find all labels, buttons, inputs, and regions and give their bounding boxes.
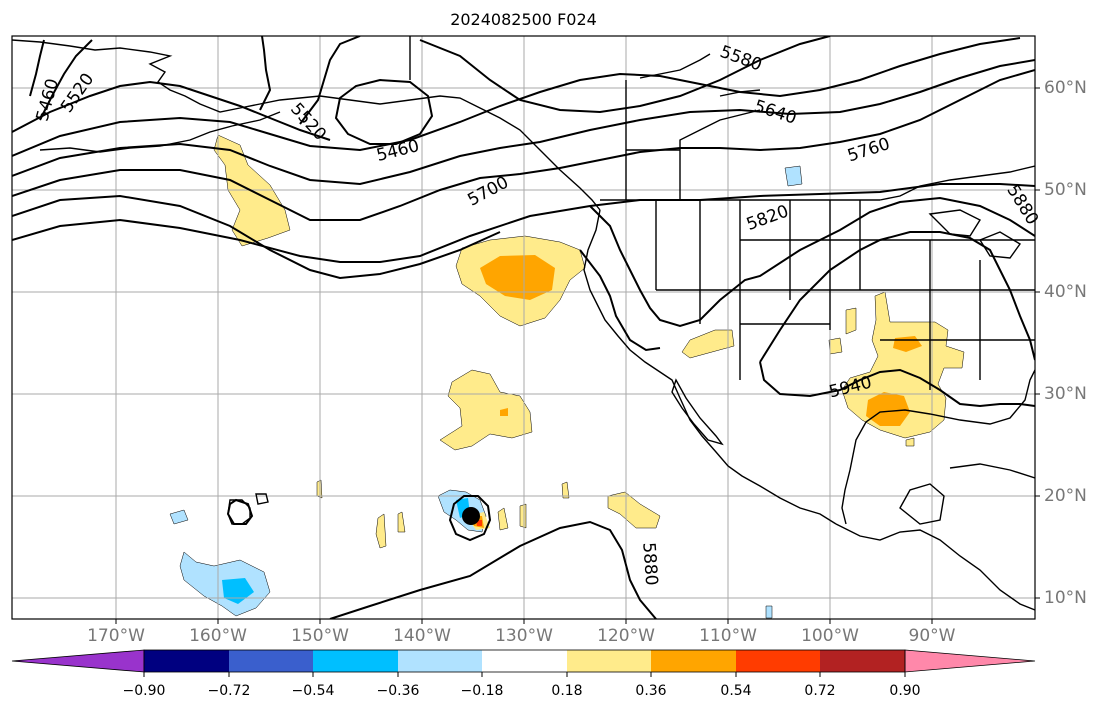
colorbar-tick-label: 0.54 (720, 683, 752, 699)
colorbar-tick-label: −0.54 (291, 683, 335, 699)
storm-center-marker (462, 507, 480, 525)
colorbar-segment (736, 650, 820, 672)
colorbar-extend-low (11, 649, 145, 673)
lon-label: 170°W (87, 626, 145, 646)
lon-label: 90°W (908, 626, 956, 646)
lat-label: 50°N (1044, 180, 1087, 200)
lon-label: 130°W (495, 626, 553, 646)
lon-label: 160°W (189, 626, 247, 646)
contour-label: 5460 (33, 77, 64, 124)
contour-label: 5820 (744, 201, 791, 235)
colorbar-segment (144, 650, 229, 672)
lon-label: 100°W (801, 626, 859, 646)
lon-label: 120°W (597, 626, 655, 646)
colorbar-segment (398, 650, 482, 672)
height-contours (12, 36, 1035, 619)
lat-lon-grid (12, 36, 1035, 619)
colorbar-segment (567, 650, 651, 672)
colorbar-tick-label: 0.18 (551, 683, 583, 699)
colorbar-segment (820, 650, 905, 672)
lon-label: 110°W (699, 626, 757, 646)
contour-label: 5880 (1002, 181, 1042, 228)
contour-label: 5640 (752, 96, 799, 128)
colorbar-tick-label: −0.36 (376, 683, 420, 699)
lon-label: 140°W (393, 626, 451, 646)
lat-label: 10°N (1044, 588, 1087, 608)
anomaly-shading (169, 134, 965, 619)
colorbar-segment (651, 650, 736, 672)
map-title: 2024082500 F024 (450, 10, 597, 29)
colorbar-tick-label: −0.72 (207, 683, 251, 699)
lat-label: 40°N (1044, 282, 1087, 302)
lat-label: 30°N (1044, 384, 1087, 404)
colorbar-segment (229, 650, 313, 672)
colorbar-tick-label: −0.18 (460, 683, 504, 699)
lat-label: 20°N (1044, 486, 1087, 506)
axis-ticks (115, 87, 1040, 624)
lon-label: 150°W (291, 626, 349, 646)
coastlines (12, 36, 1035, 611)
contour-label: 5880 (638, 542, 661, 587)
colorbar-extend-high (904, 649, 1036, 673)
colorbar-segment (482, 650, 567, 672)
colorbar-tick-label: 0.90 (889, 683, 921, 699)
contour-label: 5700 (464, 173, 512, 211)
contour-label: 5460 (374, 136, 421, 166)
colorbar-segment (313, 650, 398, 672)
lat-label: 60°N (1044, 78, 1087, 98)
colorbar-tick-label: 0.36 (635, 683, 667, 699)
colorbar-tick-label: 0.72 (804, 683, 836, 699)
colorbar-tick-label: −0.90 (122, 683, 166, 699)
colorbar (11, 649, 1036, 677)
